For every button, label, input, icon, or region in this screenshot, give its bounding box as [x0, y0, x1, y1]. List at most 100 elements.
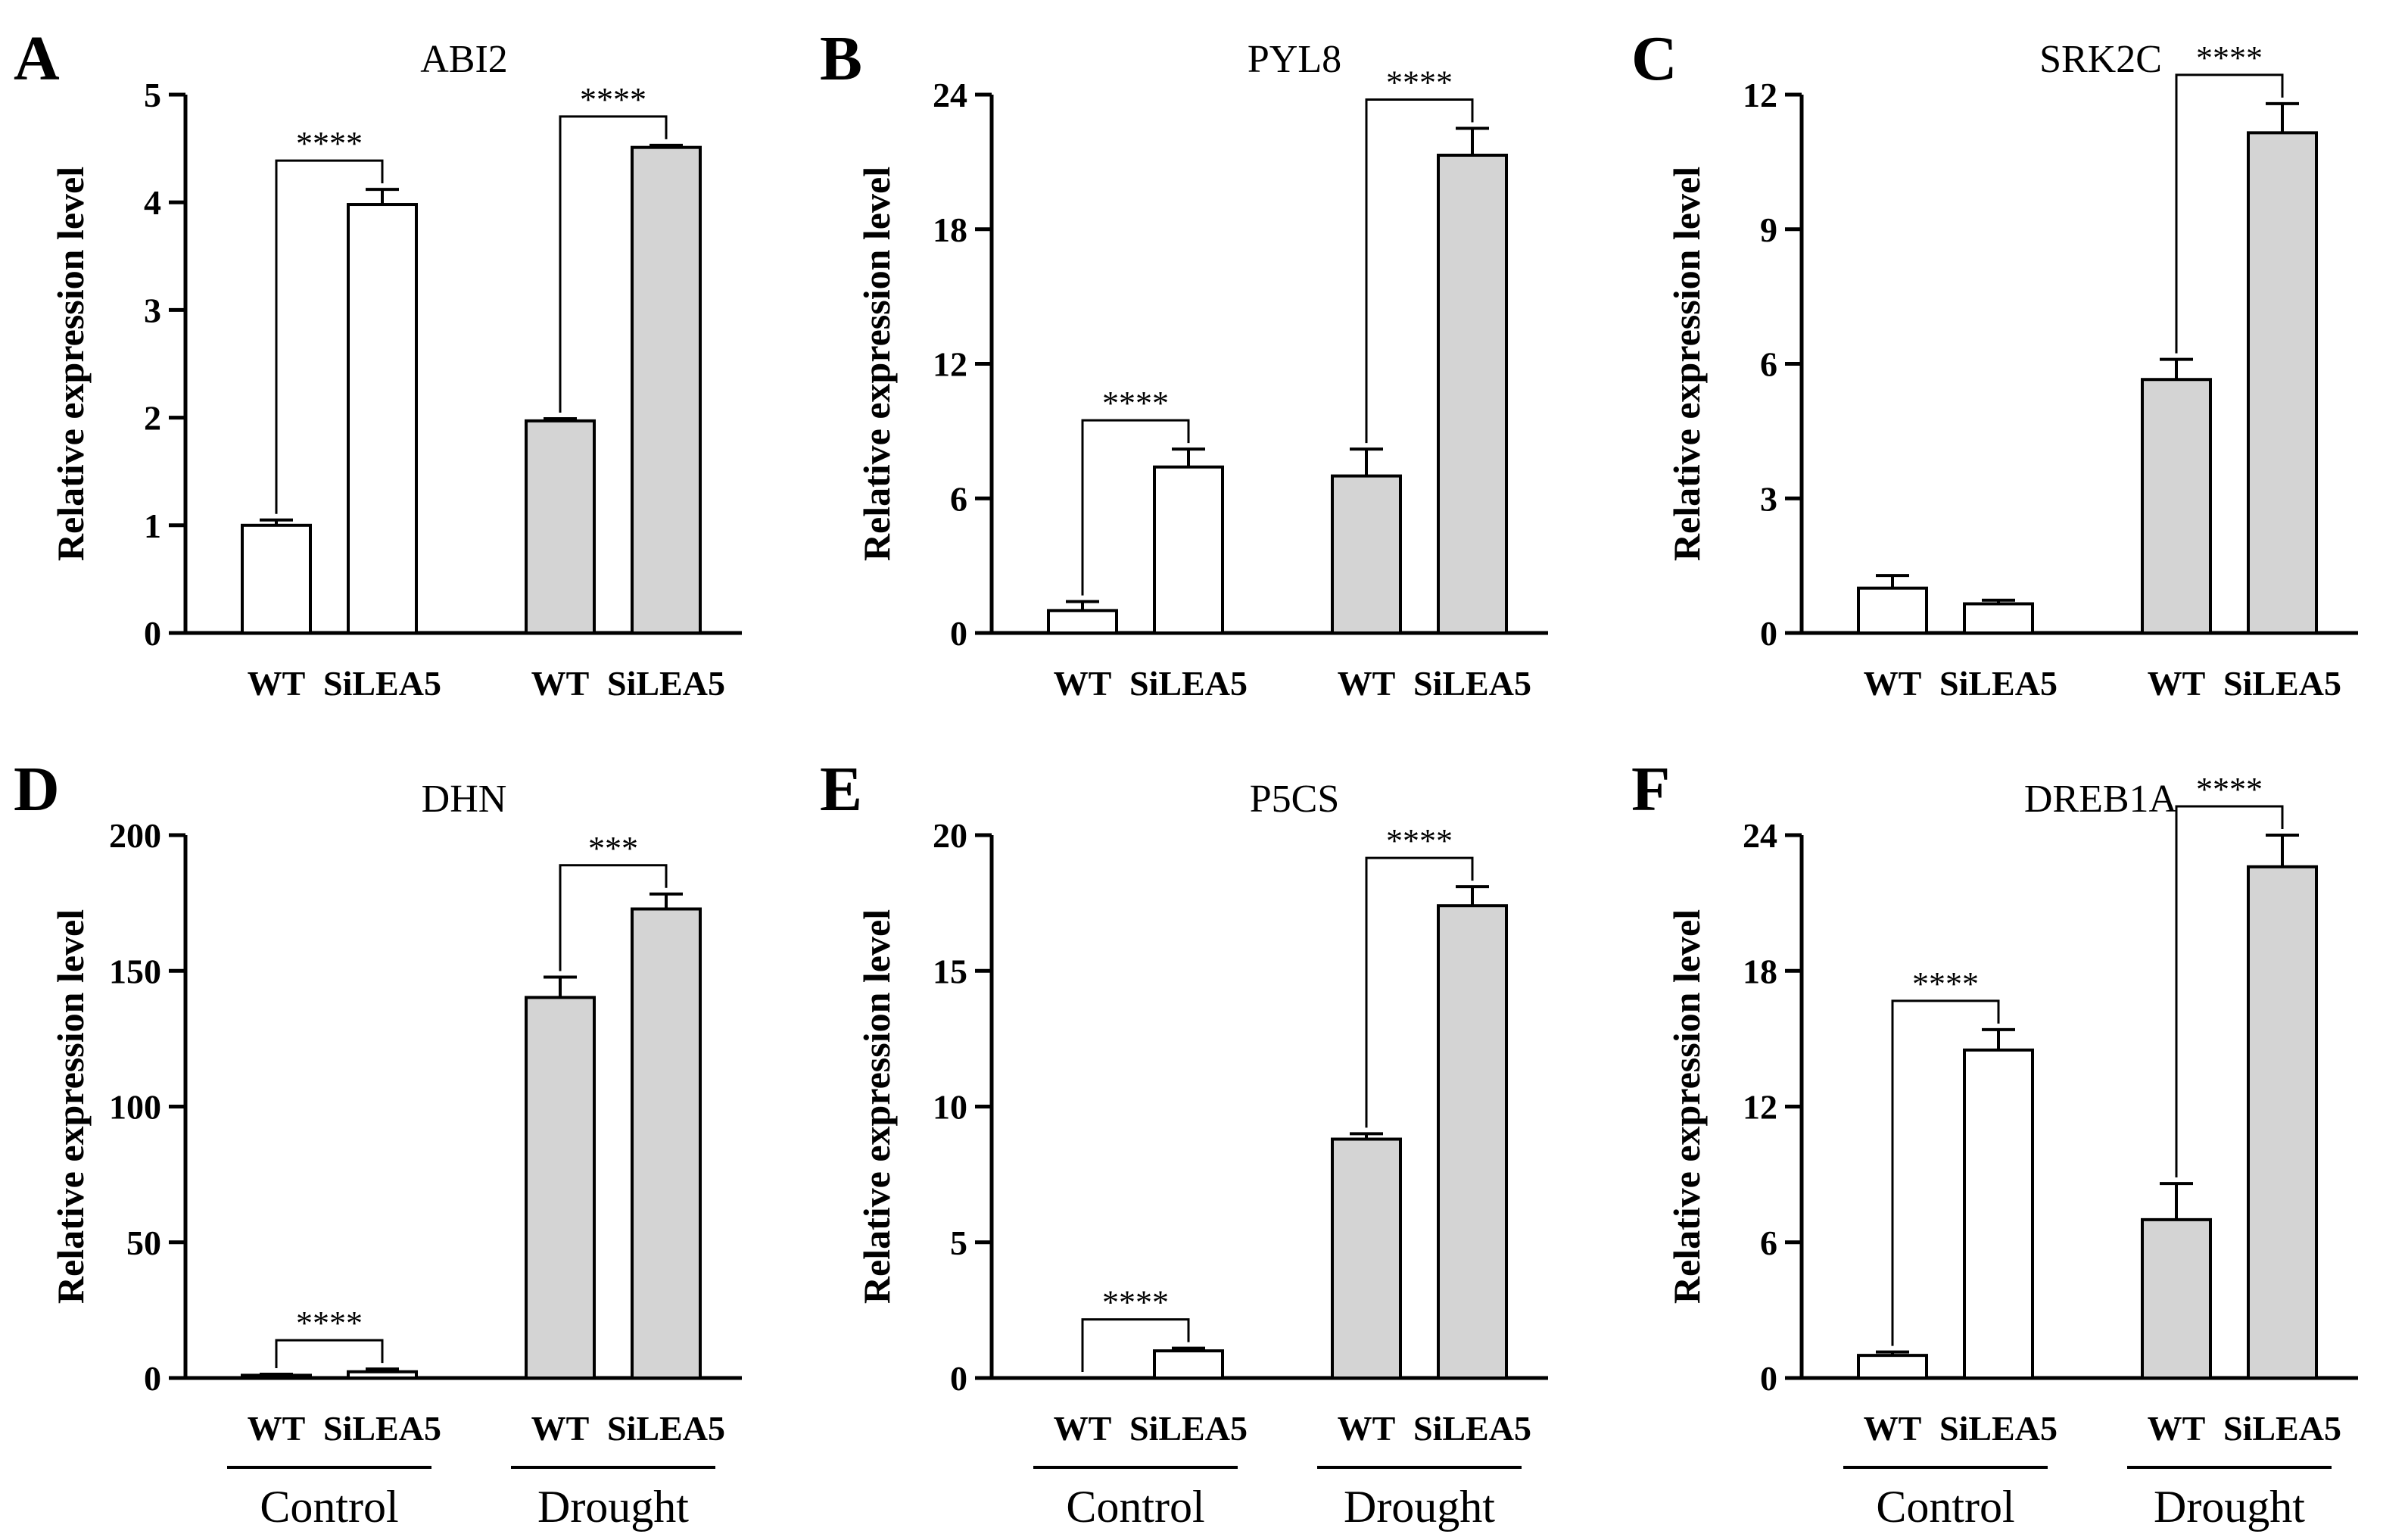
group-label-drought: Drought [537, 1482, 689, 1532]
y-tick-label: 18 [933, 210, 967, 249]
bar [347, 1370, 418, 1380]
x-tick-label: SiLEA5 [607, 1409, 725, 1448]
x-tick-label: WT [248, 1409, 306, 1448]
bar [1331, 474, 1402, 634]
significance-bracket [275, 1339, 384, 1368]
bar [1857, 586, 1928, 634]
y-tick-label: 18 [1743, 952, 1777, 990]
bar [2141, 1217, 2212, 1380]
panel-letter: F [1631, 754, 1670, 825]
bar [1153, 1349, 1224, 1380]
x-tick-label: SiLEA5 [2223, 1409, 2341, 1448]
bar [2247, 865, 2318, 1380]
significance-label: **** [1386, 822, 1453, 859]
y-tick-label: 50 [126, 1224, 161, 1262]
significance-label: **** [2196, 771, 2263, 808]
y-tick-label: 4 [144, 183, 161, 222]
x-tick-label: SiLEA5 [1129, 664, 1248, 703]
y-axis-label: Relative expression level [1665, 909, 1708, 1304]
x-tick-label: SiLEA5 [323, 664, 441, 703]
x-tick-label: WT [2148, 664, 2206, 703]
y-axis-label: Relative expression level [49, 167, 92, 561]
x-tick-label: WT [2148, 1409, 2206, 1448]
chart-title: SRK2C [2039, 38, 2162, 81]
group-label-control: Control [1066, 1482, 1204, 1532]
panel-letter: B [820, 23, 862, 94]
significance-bracket [1081, 419, 1190, 596]
y-tick-label: 200 [109, 816, 161, 855]
y-tick-label: 6 [1760, 345, 1777, 384]
significance-bracket [559, 864, 668, 971]
y-axis-label: Relative expression level [1665, 167, 1708, 561]
chart-title: PYL8 [1248, 38, 1341, 81]
significance-label: *** [588, 830, 638, 867]
y-tick-label: 0 [1760, 1359, 1777, 1398]
chart-title: P5CS [1250, 778, 1340, 821]
x-tick-label: SiLEA5 [1939, 1409, 2058, 1448]
significance-label: **** [1386, 64, 1453, 101]
significance-bracket [1365, 856, 1474, 1128]
bar [1963, 602, 2034, 634]
bar [631, 907, 702, 1380]
significance-label: **** [1912, 965, 1979, 1002]
significance-bracket [559, 115, 668, 413]
y-tick-label: 3 [144, 291, 161, 329]
y-tick-label: 0 [144, 1359, 161, 1398]
x-tick-label: WT [1864, 1409, 1922, 1448]
group-label-control: Control [1876, 1482, 2014, 1532]
x-tick-label: SiLEA5 [2223, 664, 2341, 703]
significance-label: **** [2196, 39, 2263, 76]
x-tick-label: SiLEA5 [1939, 664, 2058, 703]
x-tick-label: WT [1054, 1409, 1112, 1448]
y-axis-label: Relative expression level [855, 909, 898, 1304]
bar [525, 996, 596, 1380]
bar [347, 203, 418, 634]
group-label-drought: Drought [2154, 1482, 2305, 1532]
y-tick-label: 0 [950, 1359, 967, 1398]
bar [2247, 131, 2318, 635]
x-tick-label: SiLEA5 [1413, 664, 1531, 703]
x-tick-label: WT [1338, 664, 1396, 703]
x-tick-label: SiLEA5 [1413, 1409, 1531, 1448]
x-tick-label: SiLEA5 [323, 1409, 441, 1448]
y-tick-label: 0 [144, 614, 161, 653]
x-tick-label: SiLEA5 [1129, 1409, 1248, 1448]
bar [241, 523, 312, 634]
panel-letter: D [14, 754, 60, 825]
bar [1437, 153, 1508, 635]
x-tick-label: SiLEA5 [607, 664, 725, 703]
x-tick-label: WT [1338, 1409, 1396, 1448]
panel-letter: A [14, 23, 60, 94]
panel-f: F DREB1A Relative expression level 0 6 12 18 24… [1631, 754, 2358, 1532]
significance-bracket [1365, 98, 1474, 444]
y-tick-label: 12 [1743, 76, 1777, 114]
y-tick-label: 9 [1760, 210, 1777, 249]
x-tick-label: WT [531, 664, 590, 703]
y-tick-label: 100 [109, 1088, 161, 1127]
panel-c: C SRK2C Relative expression level 0 3 6 9 12 WT S… [1631, 23, 2358, 703]
y-tick-label: 24 [1743, 816, 1777, 855]
bar [525, 419, 596, 635]
group-label-drought: Drought [1344, 1482, 1495, 1532]
bar [1963, 1048, 2034, 1380]
y-axis-label: Relative expression level [855, 167, 898, 561]
y-tick-label: 24 [933, 76, 967, 114]
x-tick-label: WT [1054, 664, 1112, 703]
y-tick-label: 0 [950, 614, 967, 653]
y-tick-label: 2 [144, 399, 161, 438]
y-tick-label: 6 [1760, 1224, 1777, 1262]
panel-letter: E [820, 754, 862, 825]
panel-a: A ABI2 Relative expression level 0 1 2 3 4 5 WT Si… [14, 23, 742, 703]
y-tick-label: 12 [933, 345, 967, 384]
bar [1437, 904, 1508, 1380]
y-tick-label: 20 [933, 816, 967, 855]
y-tick-label: 6 [950, 479, 967, 518]
y-tick-label: 150 [109, 952, 161, 990]
bar [1153, 465, 1224, 635]
bar [631, 145, 702, 635]
group-label-control: Control [260, 1482, 398, 1532]
significance-label: **** [296, 1305, 363, 1342]
significance-bracket [1891, 999, 2000, 1346]
x-tick-label: WT [531, 1409, 590, 1448]
